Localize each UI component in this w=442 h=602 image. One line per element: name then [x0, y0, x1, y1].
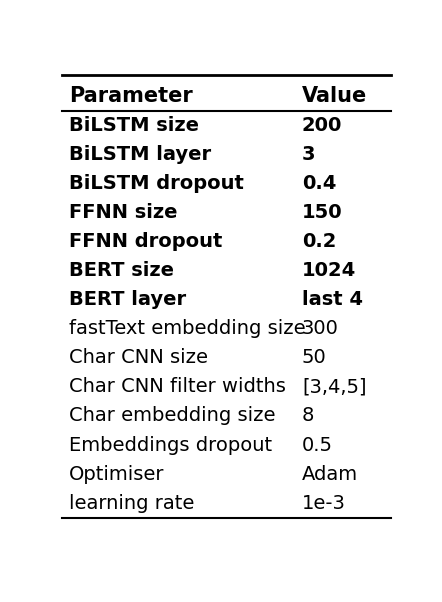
Text: learning rate: learning rate — [69, 494, 194, 513]
Text: last 4: last 4 — [302, 290, 363, 309]
Text: 8: 8 — [302, 406, 314, 426]
Text: BERT layer: BERT layer — [69, 290, 186, 309]
Text: 0.5: 0.5 — [302, 436, 333, 455]
Text: fastText embedding size: fastText embedding size — [69, 319, 305, 338]
Text: 50: 50 — [302, 349, 327, 367]
Text: BiLSTM layer: BiLSTM layer — [69, 144, 211, 164]
Text: FFNN size: FFNN size — [69, 203, 177, 222]
Text: BiLSTM dropout: BiLSTM dropout — [69, 174, 244, 193]
Text: FFNN dropout: FFNN dropout — [69, 232, 222, 251]
Text: 3: 3 — [302, 144, 316, 164]
Text: Value: Value — [302, 86, 367, 106]
Text: Char CNN size: Char CNN size — [69, 349, 208, 367]
Text: Char embedding size: Char embedding size — [69, 406, 275, 426]
Text: 200: 200 — [302, 116, 342, 135]
Text: Char CNN filter widths: Char CNN filter widths — [69, 377, 286, 396]
Text: 0.4: 0.4 — [302, 174, 336, 193]
Text: 1024: 1024 — [302, 261, 356, 280]
Text: BERT size: BERT size — [69, 261, 174, 280]
Text: Embeddings dropout: Embeddings dropout — [69, 436, 272, 455]
Text: 300: 300 — [302, 319, 339, 338]
Text: 150: 150 — [302, 203, 343, 222]
Text: [3,4,5]: [3,4,5] — [302, 377, 366, 396]
Text: BiLSTM size: BiLSTM size — [69, 116, 199, 135]
Text: 0.2: 0.2 — [302, 232, 336, 251]
Text: Optimiser: Optimiser — [69, 465, 164, 483]
Text: 1e-3: 1e-3 — [302, 494, 346, 513]
Text: Parameter: Parameter — [69, 86, 193, 106]
Text: Adam: Adam — [302, 465, 358, 483]
